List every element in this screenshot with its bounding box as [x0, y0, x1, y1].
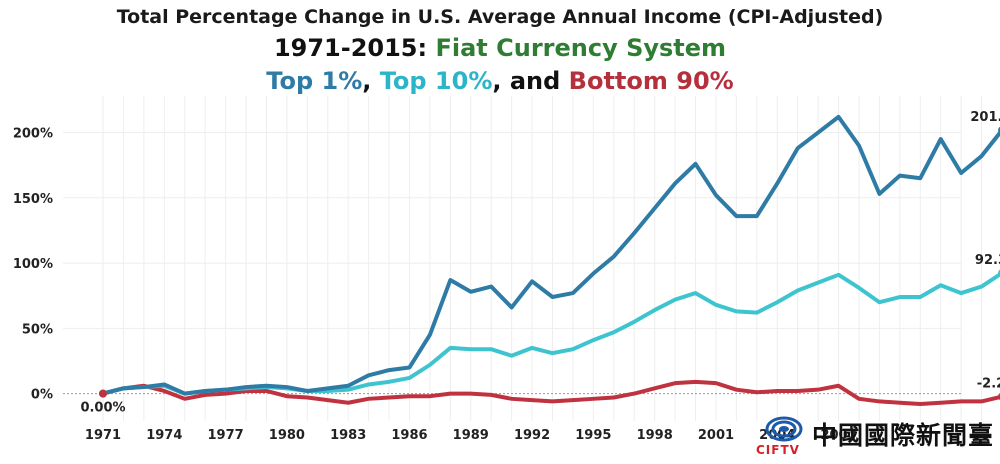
x-tick-label: 1971 [85, 428, 121, 443]
chart-subtitle-series: Top 1%, Top 10%, and Bottom 90% [0, 64, 1000, 98]
watermark-chinese: 中國國際新聞臺 [812, 421, 995, 450]
data-label: 92.37% [975, 253, 1000, 268]
data-label: 201.79% [970, 110, 1000, 125]
subtitle-system: Fiat Currency System [435, 34, 727, 62]
subtitle-years: 1971-2015: [273, 34, 436, 62]
subtitle-part: Top 10% [379, 67, 493, 95]
x-tick-label: 1977 [207, 428, 243, 443]
x-tick-label: 1995 [575, 428, 611, 443]
x-tick-label: 1989 [453, 428, 489, 443]
subtitle-part: , [362, 67, 380, 95]
subtitle-part: Bottom 90% [568, 67, 734, 95]
subtitle-part: Top 1% [266, 67, 363, 95]
y-tick-label: 150% [13, 192, 53, 207]
x-tick-label: 2001 [698, 428, 734, 443]
chart-title: Total Percentage Change in U.S. Average … [116, 6, 884, 28]
watermark-latin: CIFTV [756, 443, 800, 457]
chart-titles: Total Percentage Change in U.S. Average … [0, 2, 1000, 98]
y-tick-label: 200% [13, 127, 53, 142]
x-tick-label: 1998 [637, 428, 673, 443]
x-tick-label: 1983 [330, 428, 366, 443]
y-tick-label: 0% [31, 388, 53, 403]
series-line [101, 114, 1000, 396]
x-tick-label: 1980 [269, 428, 305, 443]
y-tick-label: 100% [13, 257, 53, 272]
data-label: -2.28% [977, 377, 1000, 392]
chart-subtitle-period: 1971-2015: Fiat Currency System [0, 32, 1000, 64]
data-label: 0.00% [80, 401, 125, 416]
series-line [101, 271, 1000, 396]
globe-logo-icon [765, 416, 803, 442]
x-tick-label: 1986 [391, 428, 427, 443]
x-tick-label: 1992 [514, 428, 550, 443]
start-point-marker [99, 389, 107, 398]
cftv-watermark: CIFTV 中國國際新聞臺 [750, 410, 1000, 464]
x-tick-label: 1974 [146, 428, 182, 443]
y-tick-label: 50% [22, 322, 53, 337]
subtitle-part: , and [492, 67, 569, 95]
x-tick-label: 2007 [820, 428, 856, 443]
series-line [101, 379, 1000, 407]
